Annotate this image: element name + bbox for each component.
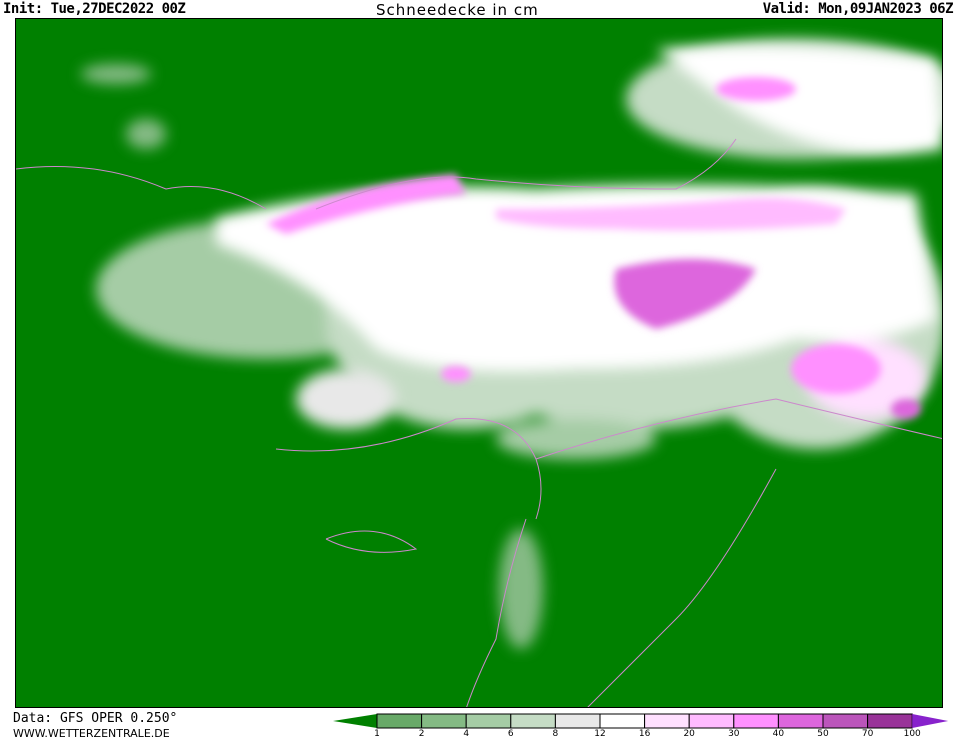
legend-tick-label: 8	[552, 729, 559, 739]
website-credit: WWW.WETTERZENTRALE.DE	[13, 727, 170, 740]
legend-tick-label: 70	[861, 729, 874, 739]
snow-depth-map	[15, 18, 943, 708]
legend-swatch	[376, 713, 423, 729]
map-canvas	[16, 39, 942, 707]
legend-tick-label: 12	[594, 729, 606, 739]
coastlines-borders	[16, 138, 942, 707]
legend-tick-label: 40	[772, 729, 785, 739]
legend-swatch	[465, 713, 512, 729]
legend-tick-label: 6	[507, 729, 514, 739]
valid-time: Valid: Mon,09JAN2023 06Z	[762, 1, 954, 17]
legend-swatch	[822, 713, 869, 729]
legend-swatch	[867, 713, 913, 729]
legend-swatch	[554, 713, 601, 729]
data-source: Data: GFS OPER 0.250°	[13, 711, 178, 726]
legend-tick-label: 20	[683, 729, 695, 739]
color-legend	[333, 713, 949, 729]
legend-tick-label: 2	[418, 729, 425, 739]
legend-tick-label: 100	[903, 729, 921, 739]
legend-below-arrow	[333, 714, 377, 728]
legend-tick-label: 30	[728, 729, 740, 739]
map-title: Schneedecke in cm	[376, 1, 539, 19]
legend-swatch	[688, 713, 735, 729]
snow-layer-high	[266, 77, 921, 419]
legend-above-arrow	[912, 714, 949, 728]
legend-tick-label: 1	[374, 729, 380, 739]
legend-swatch	[599, 713, 646, 729]
init-time: Init: Tue,27DEC2022 00Z	[3, 1, 186, 17]
legend-swatch	[510, 713, 556, 729]
legend-swatch	[644, 713, 690, 729]
legend-tick-label: 50	[817, 729, 829, 739]
legend-tick-label: 4	[463, 729, 470, 739]
legend-swatch	[777, 713, 824, 729]
legend-swatch	[421, 713, 467, 729]
legend-swatch	[733, 713, 779, 729]
legend-tick-label: 16	[638, 729, 651, 739]
